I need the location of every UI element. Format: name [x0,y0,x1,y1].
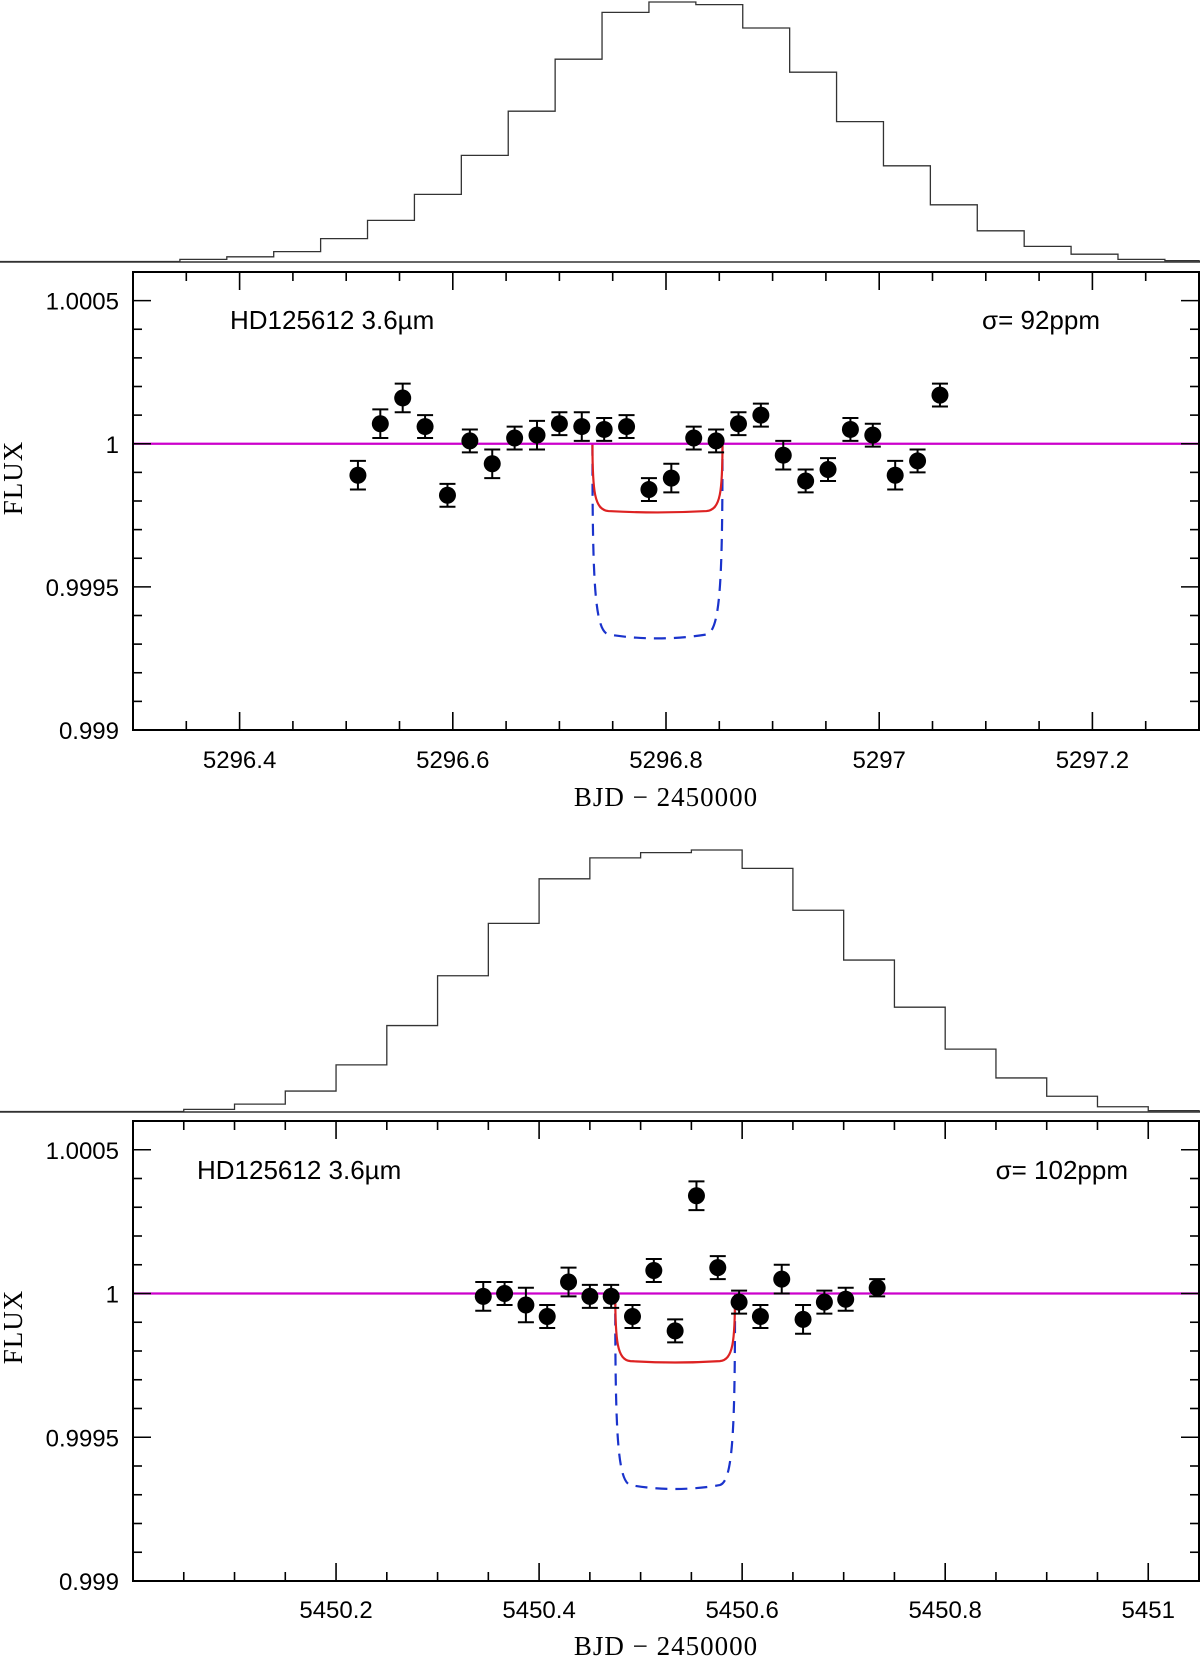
plot-2-frame [132,1120,1200,1582]
panel-2-stat: σ= 102ppm [996,1155,1128,1185]
y-tick-label: 1.0005 [46,289,119,316]
x-tick-label: 5450.4 [502,1597,575,1624]
data-point [602,1283,620,1309]
data-point [595,416,613,442]
data-point [931,382,949,408]
data-point [640,477,658,502]
panel-2: 5450.2 5450.4 5450.6 5450.8 5451 0.999 0.9995… [0,849,1200,1657]
data-point [864,422,882,448]
panel-1-label: HD125612 3.6µm [230,305,434,335]
x-tick-label: 5296.4 [203,747,276,774]
data-point [815,1289,833,1315]
y-tick-label: 0.999 [59,1569,119,1596]
data-point [751,1304,769,1329]
panel-2-label: HD125612 3.6µm [197,1155,401,1185]
data-point [687,1180,705,1212]
x-axis-title-2: BJD − 2450000 [574,1631,758,1657]
histogram-2-outline [0,849,1200,1113]
data-point [496,1281,514,1306]
shallow-model-curve [614,1293,737,1364]
data-point [730,1289,748,1315]
data-point [709,1255,727,1281]
histogram-2 [0,849,1200,1113]
x-ticks-1: 5296.4 5296.6 5296.8 5297 5297.2 [132,272,1147,774]
x-tick-label: 5450.2 [299,1597,372,1624]
y-tick-label: 1 [106,432,119,459]
plot-2-content [133,1180,1199,1491]
x-tick-label: 5297 [853,747,906,774]
y-tick-label: 0.999 [59,718,119,745]
y-ticks-1: 0.999 0.9995 1 1.0005 [46,271,1199,745]
histogram-1-outline [0,1,1200,263]
data-point [438,482,456,508]
data-point [538,1304,556,1329]
shallow-model-curve [591,443,724,514]
data-point [623,1304,641,1329]
x-tick-label: 5450.8 [908,1597,981,1624]
data-point [506,425,524,451]
data-point [752,402,770,428]
data-point [349,459,367,491]
data-point [794,1304,812,1335]
y-tick-label: 0.9995 [46,1425,119,1452]
data-point [517,1286,535,1324]
data-point [416,414,434,440]
data-point [573,411,591,442]
deep-model-curve [614,1293,737,1491]
deep-model-curve [591,443,724,640]
data-point [729,411,747,437]
plot-1-frame [132,271,1200,731]
data-point [886,459,904,491]
plot-1-area [133,382,1199,640]
histogram-1 [0,1,1200,263]
data-point [560,1266,578,1298]
data-point [909,448,927,474]
y-ticks-2: 0.999 0.9995 1 1.0005 [46,1120,1199,1596]
data-point [618,414,636,440]
data-point [666,1318,684,1344]
y-axis-title-1: FLUX [0,441,28,516]
panel-1-stat: σ= 92ppm [982,305,1100,335]
y-tick-label: 1 [106,1282,119,1309]
data-point [707,428,725,454]
data-point [685,425,703,451]
data-point [461,428,479,454]
y-axis-title-2: FLUX [0,1290,28,1365]
data-point [550,411,568,437]
x-tick-label: 5296.8 [629,747,702,774]
x-ticks-2: 5450.2 5450.4 5450.6 5450.8 5451 [182,1121,1200,1624]
panel-1: 5296.4 5296.6 5296.8 5297 5297.2 0.999 0.9995… [0,1,1200,812]
data-point [394,382,412,414]
plot-2-area [133,1180,1199,1491]
data-point [528,419,546,451]
y-tick-label: 0.9995 [46,575,119,602]
data-point [868,1278,886,1298]
data-point [474,1281,492,1312]
data-point [819,457,837,482]
x-tick-label: 5297.2 [1056,747,1129,774]
x-tick-label: 5450.6 [705,1597,778,1624]
data-point [662,462,680,494]
x-tick-label: 5451 [1122,1597,1175,1624]
data-point [774,439,792,471]
plot-1-content [133,382,1199,640]
data-point [371,408,389,440]
y-tick-label: 1.0005 [46,1138,119,1165]
x-axis-title-1: BJD − 2450000 [574,782,758,812]
x-tick-label: 5296.6 [416,747,489,774]
data-point [581,1283,599,1309]
data-point [645,1258,663,1283]
data-point [841,416,859,442]
data-point [483,448,501,480]
data-point [837,1286,855,1312]
data-point [773,1263,791,1295]
data-point [797,468,815,494]
